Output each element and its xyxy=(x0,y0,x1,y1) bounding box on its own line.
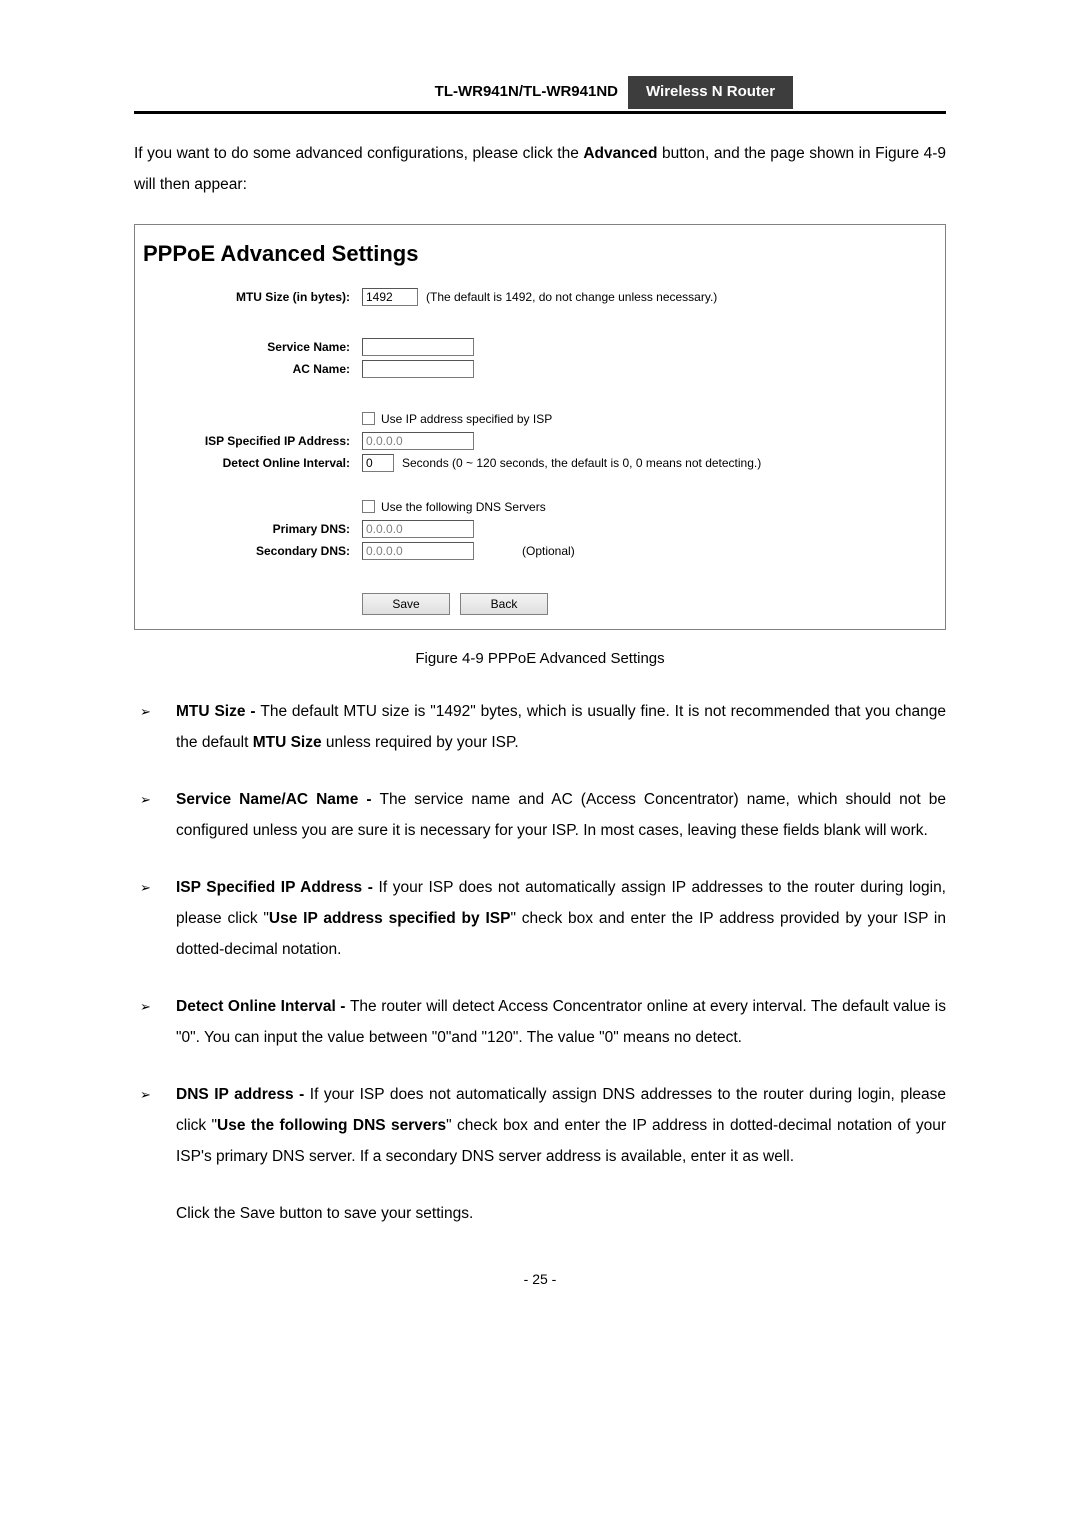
page-number: - 25 - xyxy=(134,1269,946,1290)
secondary-dns-label: Secondary DNS: xyxy=(135,542,362,560)
ac-name-input[interactable] xyxy=(362,360,474,378)
bullet-detect: Detect Online Interval - The router will… xyxy=(134,991,946,1053)
secondary-dns-input[interactable] xyxy=(362,542,474,560)
intro-prefix: If you want to do some advanced configur… xyxy=(134,145,583,162)
figure-caption: Figure 4-9 PPPoE Advanced Settings xyxy=(134,648,946,671)
intro-paragraph: If you want to do some advanced configur… xyxy=(134,138,946,200)
isp-ip-label: ISP Specified IP Address: xyxy=(135,432,362,450)
primary-dns-input[interactable] xyxy=(362,520,474,538)
panel-title: PPPoE Advanced Settings xyxy=(135,225,945,286)
secondary-dns-hint: (Optional) xyxy=(522,542,575,560)
bullet-body-1: Use IP address specified by ISP xyxy=(269,910,511,927)
mtu-label: MTU Size (in bytes): xyxy=(135,288,362,306)
pppoe-panel: PPPoE Advanced Settings MTU Size (in byt… xyxy=(134,224,946,630)
bullet-lead: MTU Size - xyxy=(176,703,260,720)
use-dns-checkbox[interactable] xyxy=(362,500,375,513)
detect-input[interactable] xyxy=(362,454,394,472)
service-name-row: Service Name: xyxy=(135,336,945,358)
secondary-dns-row: Secondary DNS: (Optional) xyxy=(135,540,945,562)
primary-dns-label: Primary DNS: xyxy=(135,520,362,538)
detect-hint: Seconds (0 ~ 120 seconds, the default is… xyxy=(402,454,761,472)
save-button[interactable]: Save xyxy=(362,593,450,615)
bullet-lead: ISP Specified IP Address - xyxy=(176,879,379,896)
bullet-isp-ip: ISP Specified IP Address - If your ISP d… xyxy=(134,872,946,965)
button-row: Save Back xyxy=(135,578,945,629)
intro-bold: Advanced xyxy=(583,145,657,162)
service-name-label: Service Name: xyxy=(135,338,362,356)
back-button[interactable]: Back xyxy=(460,593,548,615)
bullet-service: Service Name/AC Name - The service name … xyxy=(134,784,946,846)
primary-dns-row: Primary DNS: xyxy=(135,518,945,540)
trailing-suffix: button to save your settings. xyxy=(275,1205,473,1222)
bullet-body-1: Use the following DNS servers xyxy=(217,1117,446,1134)
doc-header: TL-WR941N/TL-WR941ND Wireless N Router xyxy=(134,76,946,109)
bullet-body-2: unless required by your ISP. xyxy=(322,734,519,751)
bullet-list: MTU Size - The default MTU size is "1492… xyxy=(134,696,946,1172)
trailing-paragraph: Click the Save button to save your setti… xyxy=(134,1198,946,1229)
header-title: Wireless N Router xyxy=(628,76,793,109)
use-isp-ip-label: Use IP address specified by ISP xyxy=(381,410,552,428)
header-divider xyxy=(134,111,946,114)
header-model: TL-WR941N/TL-WR941ND xyxy=(134,76,628,109)
ac-name-row: AC Name: xyxy=(135,358,945,380)
bullet-mtu: MTU Size - The default MTU size is "1492… xyxy=(134,696,946,758)
detect-label: Detect Online Interval: xyxy=(135,454,362,472)
use-isp-ip-row: Use IP address specified by ISP xyxy=(135,408,945,430)
isp-ip-row: ISP Specified IP Address: xyxy=(135,430,945,452)
use-dns-label: Use the following DNS Servers xyxy=(381,498,546,516)
ac-name-label: AC Name: xyxy=(135,360,362,378)
mtu-hint: (The default is 1492, do not change unle… xyxy=(426,288,717,306)
bullet-lead: Detect Online Interval - xyxy=(176,998,350,1015)
service-name-input[interactable] xyxy=(362,338,474,356)
mtu-row: MTU Size (in bytes): (The default is 149… xyxy=(135,286,945,308)
bullet-lead: Service Name/AC Name - xyxy=(176,791,380,808)
mtu-input[interactable] xyxy=(362,288,418,306)
trailing-bold: Save xyxy=(240,1205,275,1222)
use-dns-row: Use the following DNS Servers xyxy=(135,496,945,518)
use-isp-ip-checkbox[interactable] xyxy=(362,412,375,425)
trailing-prefix: Click the xyxy=(176,1205,240,1222)
bullet-body-1: MTU Size xyxy=(253,734,322,751)
bullet-dns: DNS IP address - If your ISP does not au… xyxy=(134,1079,946,1172)
bullet-lead: DNS IP address - xyxy=(176,1086,310,1103)
isp-ip-input[interactable] xyxy=(362,432,474,450)
detect-row: Detect Online Interval: Seconds (0 ~ 120… xyxy=(135,452,945,474)
